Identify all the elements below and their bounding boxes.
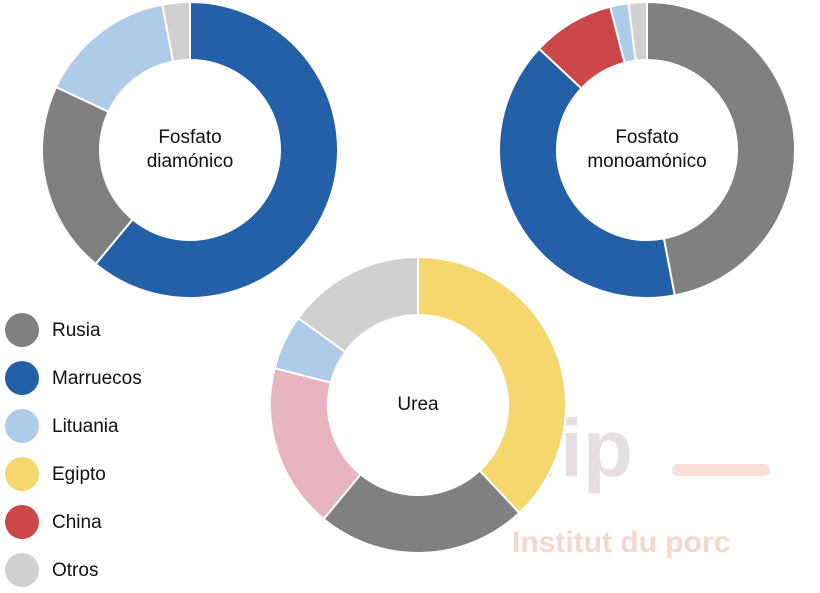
chart-title: monoamónico bbox=[587, 151, 706, 172]
donut-slice bbox=[54, 3, 175, 114]
donut-slice bbox=[94, 0, 339, 299]
legend-label: Rusia bbox=[52, 320, 101, 341]
legend-label: China bbox=[52, 512, 102, 533]
donut-slice bbox=[161, 0, 191, 63]
legend-swatch bbox=[5, 457, 39, 491]
legend-swatch bbox=[5, 553, 39, 587]
donut-slice bbox=[646, 0, 796, 297]
legend-label: Lituania bbox=[52, 416, 119, 437]
legend-label: Otros bbox=[52, 560, 98, 581]
legend-swatch bbox=[5, 361, 39, 395]
watermark-bar bbox=[672, 464, 770, 476]
legend-swatch bbox=[5, 313, 39, 347]
chart-title: diamónico bbox=[147, 151, 234, 172]
watermark-subtitle: Institut du porc bbox=[512, 526, 730, 559]
legend-swatch bbox=[5, 409, 39, 443]
chart-title: Urea bbox=[397, 394, 439, 415]
chart-title: Fosfato bbox=[158, 127, 221, 148]
legend-swatch bbox=[5, 505, 39, 539]
legend-label: Marruecos bbox=[52, 368, 142, 389]
donut-slice bbox=[627, 0, 648, 62]
donut-slice bbox=[417, 255, 567, 515]
donut-slice bbox=[296, 255, 419, 354]
chart-title: Fosfato bbox=[615, 127, 678, 148]
donut-slice bbox=[322, 469, 521, 554]
donut-slice bbox=[498, 47, 676, 299]
legend-label: Egipto bbox=[52, 464, 106, 485]
